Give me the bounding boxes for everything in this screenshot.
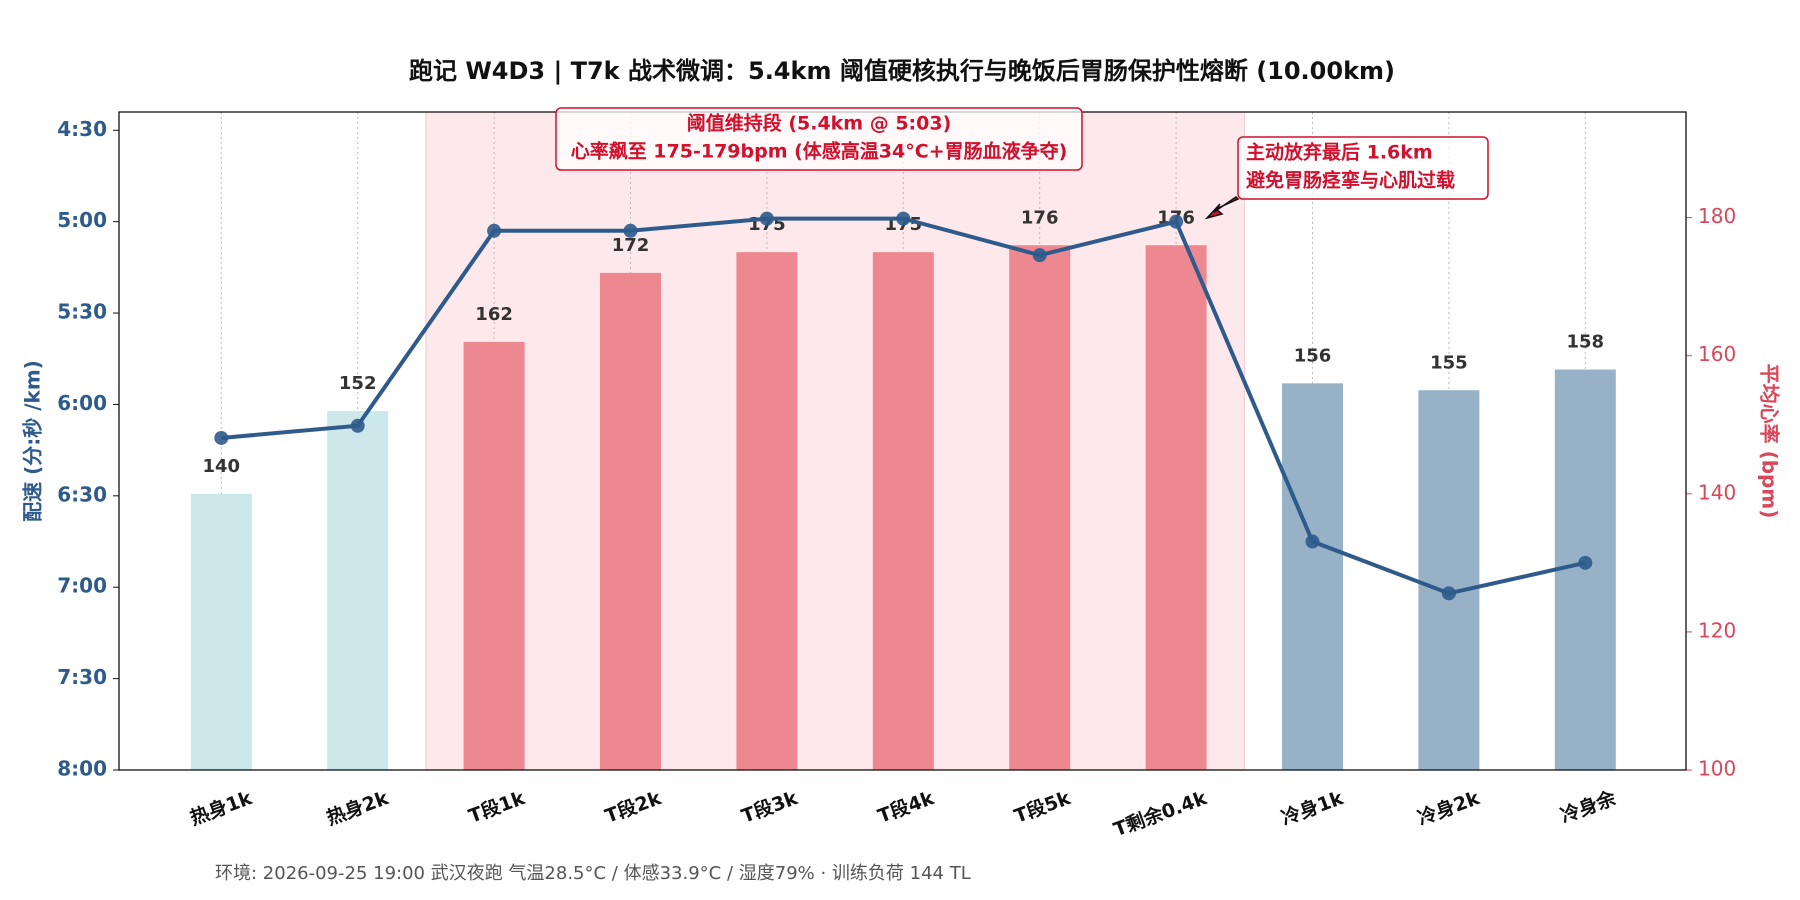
value-label: 155 bbox=[1430, 352, 1468, 373]
value-label: 156 bbox=[1294, 345, 1332, 366]
annotation-box bbox=[1237, 136, 1489, 200]
x-tick-label: T段3k bbox=[738, 786, 801, 828]
bar bbox=[1145, 245, 1207, 770]
value-label: 176 bbox=[1021, 207, 1059, 228]
x-tick-label: T段5k bbox=[1011, 786, 1074, 828]
value-label: 172 bbox=[612, 235, 650, 256]
y2-tick-label: 140 bbox=[1698, 480, 1736, 504]
pace-point bbox=[214, 430, 229, 445]
annotation-box bbox=[555, 107, 1083, 171]
pace-point bbox=[1441, 586, 1456, 601]
pace-point bbox=[759, 211, 774, 226]
y-tick-label: 5:30 bbox=[57, 300, 107, 324]
pace-point bbox=[487, 223, 502, 238]
bar bbox=[600, 272, 661, 770]
y-tick-label: 7:30 bbox=[57, 665, 107, 689]
x-tick-label: T段1k bbox=[465, 786, 528, 828]
value-label: 158 bbox=[1567, 332, 1605, 353]
bar bbox=[1009, 245, 1071, 770]
y2-tick-label: 160 bbox=[1698, 342, 1736, 366]
pace-point bbox=[350, 418, 365, 433]
annotation-text: 避免胃肠痉挛与心肌过载 bbox=[1246, 169, 1455, 192]
x-tick-label: 冷身2k bbox=[1415, 786, 1483, 830]
value-label: 152 bbox=[339, 373, 377, 394]
y2-tick-label: 100 bbox=[1698, 757, 1736, 781]
bar bbox=[872, 252, 934, 770]
chart-title: 跑记 W4D3 | T7k 战术微调：5.4km 阈值硬核执行与晚饭后胃肠保护性… bbox=[409, 57, 1395, 85]
pace-point bbox=[1169, 214, 1184, 229]
y-tick-label: 6:00 bbox=[57, 391, 107, 415]
y-tick-label: 4:30 bbox=[57, 117, 107, 141]
y2-tick-label: 120 bbox=[1698, 618, 1736, 642]
y-tick-label: 7:00 bbox=[57, 574, 107, 598]
bar bbox=[736, 252, 798, 770]
bar bbox=[327, 410, 389, 770]
value-label: 162 bbox=[475, 304, 513, 325]
pace-point bbox=[896, 211, 911, 226]
annotation-arrow bbox=[1204, 196, 1240, 220]
value-label: 140 bbox=[203, 456, 241, 477]
annotation-text: 心率飙至 175-179bpm (体感高温34°C+胃肠血液争夺) bbox=[571, 140, 1068, 163]
x-tick-label: T段2k bbox=[602, 786, 665, 828]
bar bbox=[190, 493, 252, 770]
y-axis-label: 配速 (分:秒 /km) bbox=[21, 360, 45, 522]
pace-point bbox=[1305, 534, 1320, 549]
pace-point bbox=[1032, 248, 1047, 263]
x-tick-label: T剩余0.4k bbox=[1110, 786, 1210, 841]
y2-axis-label: 平均心率 (bpm) bbox=[1758, 364, 1782, 519]
y-tick-label: 5:00 bbox=[57, 208, 107, 232]
x-tick-label: T段4k bbox=[875, 786, 938, 828]
x-tick-label: 冷身余 bbox=[1557, 786, 1619, 827]
pace-point bbox=[1578, 555, 1593, 570]
x-tick-label: 热身1k bbox=[187, 786, 255, 830]
x-tick-label: 热身2k bbox=[323, 786, 391, 830]
bar bbox=[1418, 390, 1480, 770]
annotation-text: 主动放弃最后 1.6km bbox=[1246, 141, 1433, 164]
y-tick-label: 6:30 bbox=[57, 482, 107, 506]
bar bbox=[463, 341, 525, 770]
footer: 环境: 2026-09-25 19:00 武汉夜跑 气温28.5°C / 体感3… bbox=[215, 863, 971, 884]
pace-point bbox=[623, 223, 638, 238]
y2-tick-label: 180 bbox=[1698, 204, 1736, 228]
annotation-text: 阈值维持段 (5.4km @ 5:03) bbox=[687, 112, 952, 135]
highlight-zone bbox=[425, 111, 1245, 771]
x-tick-label: 冷身1k bbox=[1278, 786, 1346, 830]
y-tick-label: 8:00 bbox=[57, 757, 107, 781]
bar bbox=[1282, 383, 1343, 770]
